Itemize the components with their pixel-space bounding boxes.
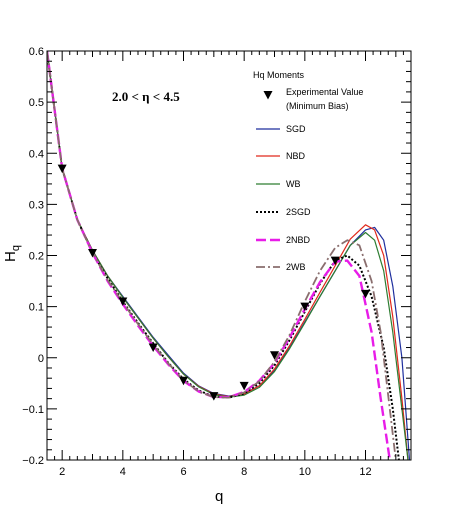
legend-label-sgd: SGD (286, 124, 306, 134)
svg-text:Hq: Hq (2, 245, 22, 262)
series-line-2wb (47, 51, 397, 460)
legend-experimental-label-line1: Experimental Value (286, 87, 363, 97)
experimental-point (239, 381, 249, 391)
legend-label-2wb: 2WB (286, 262, 306, 272)
y-axis-label: Hq (2, 245, 22, 262)
x-tick-label: 10 (299, 466, 311, 478)
tick-labels: 2 4 6 8 10 12 −0.2 −0.1 0 0.1 0.2 0.3 0.4 0.5 0.6 (22, 46, 371, 478)
x-tick-label: 12 (359, 466, 371, 478)
experimental-point (209, 392, 219, 401)
y-axis-label-main: H (2, 251, 19, 262)
y-tick-label: 0.4 (29, 148, 44, 160)
legend-label-2nbd: 2NBD (286, 235, 311, 245)
experimental-point (179, 376, 188, 386)
experimental-point (330, 256, 340, 266)
legend-title: Hq Moments (253, 70, 305, 80)
series-line-wb (47, 51, 409, 460)
legend-label-nbd: NBD (286, 151, 306, 161)
experimental-point (118, 297, 128, 307)
y-tick-label: −0.2 (22, 455, 44, 467)
series-line-2nbd (47, 51, 391, 460)
experimental-point (361, 289, 370, 299)
legend-experimental-label-line2: (Minimum Bias) (286, 101, 349, 111)
series-line-2sgd (47, 51, 400, 460)
x-tick-label: 6 (180, 466, 186, 478)
y-tick-label: 0.3 (29, 199, 44, 211)
legend-entries: SGD NBD WB 2SGD 2NBD 2WB (256, 91, 311, 272)
experimental-point (88, 248, 97, 258)
experimental-markers (57, 164, 370, 401)
experimental-point (300, 302, 310, 312)
eta-range-annotation: 2.0 < η < 4.5 (112, 89, 180, 104)
experimental-point (57, 164, 67, 174)
plot-frame (46, 50, 412, 461)
y-tick-label: 0 (38, 353, 44, 365)
y-tick-label: 0.5 (29, 97, 44, 109)
y-tick-label: 0.6 (29, 46, 44, 58)
y-tick-label: −0.1 (22, 404, 44, 416)
x-tick-label: 8 (241, 466, 247, 478)
legend-label-2sgd: 2SGD (286, 207, 311, 217)
legend: Hq Moments Experimental Value (Minimum B… (253, 70, 363, 272)
series-line-sgd (47, 51, 411, 460)
x-tick-label: 4 (120, 466, 126, 478)
legend-experimental-marker (263, 91, 273, 100)
experimental-point (148, 343, 158, 353)
axis-ticks (46, 50, 412, 461)
legend-label-wb: WB (286, 179, 301, 189)
y-axis-label-subscript: q (10, 245, 22, 251)
y-tick-label: 0.1 (29, 302, 44, 314)
x-axis-label: q (215, 488, 223, 505)
series-curves (47, 51, 411, 460)
series-line-nbd (47, 51, 409, 460)
y-tick-label: 0.2 (29, 251, 44, 263)
x-tick-label: 2 (59, 466, 65, 478)
experimental-point (270, 351, 279, 360)
